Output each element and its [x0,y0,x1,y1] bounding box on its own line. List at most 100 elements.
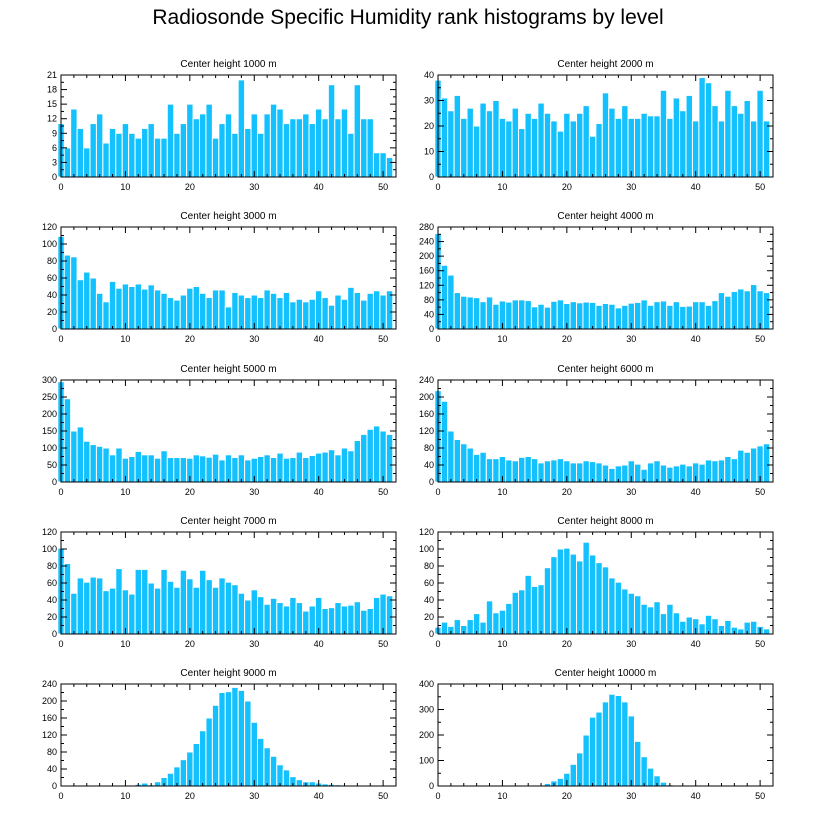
histogram-bar [347,450,355,483]
histogram-bar [505,602,513,635]
histogram-bar [479,451,487,483]
histogram-bar [492,458,500,483]
y-tick-label: 0 [52,781,57,791]
y-tick-label: 300 [419,705,434,715]
x-tick-label: 40 [314,182,324,192]
histogram-bar [576,112,584,178]
histogram-bar [141,568,149,635]
histogram-bar [640,756,648,787]
histogram-bar [224,581,233,635]
histogram-bar [128,456,136,483]
histogram-bar [563,547,571,635]
histogram-bar [372,425,381,483]
histogram-bar [453,439,462,483]
histogram-bar [224,306,233,330]
x-tick-label: 0 [58,791,63,801]
histogram-bar [479,301,487,330]
histogram-bar [218,577,226,635]
histogram-bar [166,580,175,635]
histogram-bar [308,123,316,178]
histogram-bar [244,700,252,787]
histogram-bar [256,737,265,787]
x-tick-label: 40 [314,487,324,497]
histogram-bar [749,447,758,483]
histogram-bar [659,300,668,330]
y-tick-label: 40 [47,595,57,605]
histogram-bar [276,764,284,787]
y-tick-label: 6 [52,143,57,153]
histogram-bar [334,454,342,483]
histogram-bar [556,548,565,635]
histogram-bar [179,123,188,178]
histogram-bar [762,292,771,330]
histogram-bar [353,440,362,483]
panel-title: Center height 5000 m [180,364,276,375]
y-tick-label: 0 [429,781,434,791]
histogram-bar [518,589,526,635]
y-tick-label: 0 [429,324,434,334]
panel-title: Center height 2000 m [557,59,653,70]
histogram-bar [614,307,623,330]
histogram-bar [372,290,381,330]
histogram-bar [121,283,130,330]
histogram-bar [76,127,85,178]
histogram-bar [205,297,213,330]
histogram-bar [134,450,143,483]
histogram-bar [679,110,687,178]
histogram-bar [556,777,565,787]
x-tick-label: 20 [185,334,195,344]
histogram-bar [621,588,629,635]
histogram-bar [199,730,207,787]
histogram-bar [730,290,739,330]
histogram-bar [199,455,207,483]
histogram-bar [440,97,449,178]
histogram-bar [289,457,297,483]
y-tick-label: 40 [47,290,57,300]
histogram-bar [440,264,449,330]
x-tick-label: 10 [120,487,130,497]
panel-title: Center height 7000 m [180,516,276,527]
histogram-bar [511,299,520,330]
histogram-bar [737,449,745,483]
histogram-bar [186,103,194,178]
histogram-bar [231,291,239,330]
x-tick-label: 50 [378,487,388,497]
y-tick-label: 60 [47,273,57,283]
histogram-bar [685,94,693,178]
histogram-bar [308,605,316,635]
histogram-bar [724,619,732,635]
histogram-bar [147,582,155,635]
x-tick-label: 40 [691,639,701,649]
y-tick-label: 120 [42,730,57,740]
histogram-bar [743,451,751,483]
histogram-bar [179,569,188,635]
x-tick-label: 20 [562,334,572,344]
x-tick-label: 0 [435,487,440,497]
histogram-bar [121,589,130,635]
histogram-bar [505,459,513,483]
histogram-bar [691,120,700,178]
y-tick-label: 40 [47,764,57,774]
histogram-bar [108,127,117,178]
y-tick-label: 0 [429,477,434,487]
histogram-bar [263,454,271,483]
histogram-bar [646,462,655,483]
histogram-bar [479,621,487,635]
x-tick-label: 20 [562,182,572,192]
histogram-bar [614,581,623,635]
histogram-bar [63,254,72,330]
histogram-bar [640,112,648,178]
histogram-bar [537,303,545,330]
y-tick-label: 280 [419,222,434,232]
histogram-bar [659,781,668,787]
histogram-bar [518,128,526,178]
histogram-bar [340,447,349,483]
x-tick-label: 30 [626,182,636,192]
x-tick-label: 50 [378,639,388,649]
histogram-bar [633,301,642,330]
histogram-bar [295,602,304,635]
panel-title: Center height 4000 m [557,211,653,222]
histogram-bar [95,113,104,178]
histogram-bar [685,616,693,635]
histogram-bar [173,457,181,483]
